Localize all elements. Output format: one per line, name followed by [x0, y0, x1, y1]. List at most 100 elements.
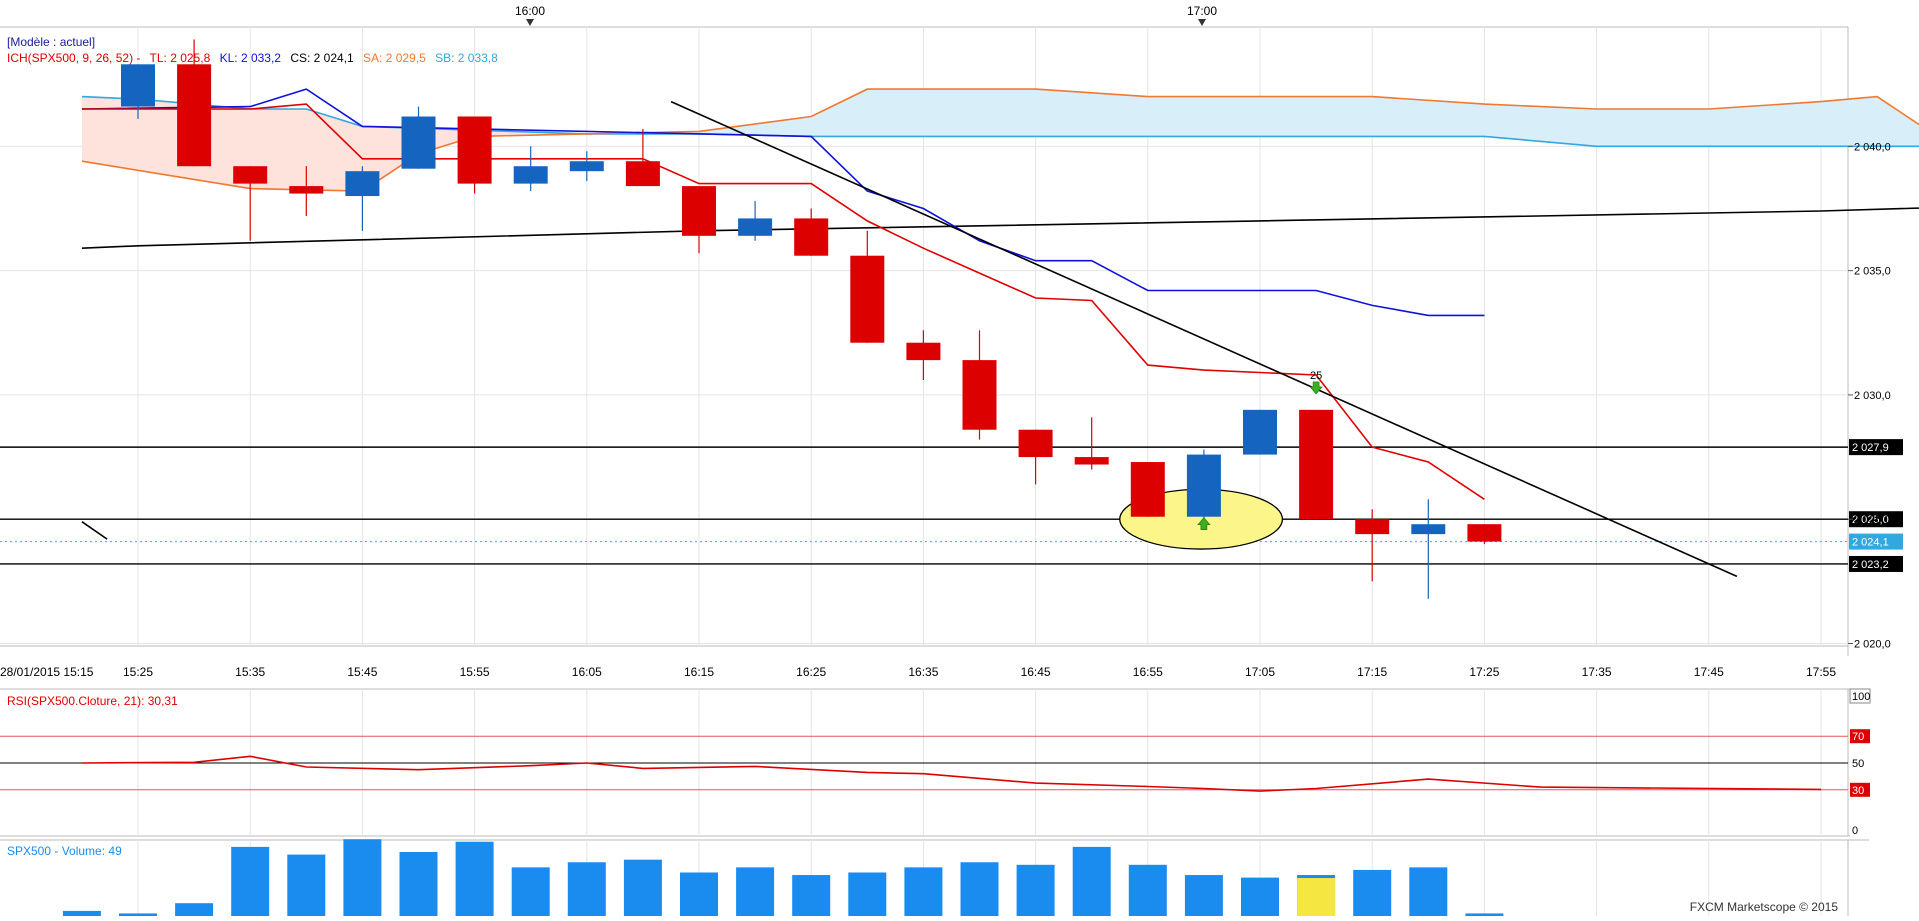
volume-bar[interactable]: [904, 867, 943, 916]
candle-body[interactable]: [625, 161, 660, 187]
volume-bar[interactable]: [119, 913, 157, 916]
volume-bar[interactable]: [623, 859, 662, 916]
sb-value: SB: 2 033,8: [435, 51, 498, 65]
candle[interactable]: [962, 330, 997, 440]
candle[interactable]: [569, 151, 604, 182]
candle[interactable]: [457, 116, 492, 194]
volume-bar[interactable]: [1241, 877, 1279, 916]
rsi-axis-tag: [1850, 756, 1870, 770]
top-time-axis: 16:00 17:00: [515, 4, 1217, 26]
candle[interactable]: [177, 39, 212, 167]
time-tick-label: 17:15: [1357, 665, 1387, 679]
candle-body[interactable]: [1299, 409, 1334, 520]
volume-bar[interactable]: [792, 875, 831, 916]
candle-body[interactable]: [1074, 457, 1109, 465]
chikou-line: [81, 207, 1919, 249]
candle-body[interactable]: [850, 255, 885, 343]
volume-bar[interactable]: [1465, 913, 1504, 916]
candle-body[interactable]: [1467, 524, 1502, 542]
price-panel[interactable]: 2 027,92 025,02 023,22 024,1 25 2 040,02…: [0, 26, 1919, 679]
candle-body[interactable]: [457, 116, 492, 184]
price-tick-label: 2 020,0: [1854, 639, 1891, 651]
candle[interactable]: [1130, 462, 1165, 517]
candle[interactable]: [401, 106, 436, 169]
volume-bar[interactable]: [231, 846, 270, 916]
trend-line-stub: [81, 521, 108, 540]
candle[interactable]: [1243, 409, 1277, 455]
candle-body[interactable]: [177, 64, 212, 167]
time-tick-label: 16:05: [572, 665, 602, 679]
candle-body[interactable]: [1355, 519, 1390, 535]
volume-bar[interactable]: [848, 872, 887, 916]
candle[interactable]: [1411, 499, 1446, 599]
rsi-axis-tag: [1850, 782, 1870, 797]
candle-body[interactable]: [1243, 409, 1277, 455]
volume-bar[interactable]: [399, 852, 438, 916]
candle[interactable]: [625, 128, 660, 187]
candle-body[interactable]: [1018, 429, 1053, 458]
cloud-bullish: [584, 89, 1919, 147]
candle-body[interactable]: [682, 186, 716, 236]
price-tick-label: 2 040,0: [1854, 141, 1891, 153]
candle[interactable]: [233, 166, 268, 241]
candle[interactable]: [1074, 417, 1109, 470]
candle-body[interactable]: [962, 360, 997, 430]
volume-bar[interactable]: [1016, 864, 1055, 916]
volume-bar[interactable]: [62, 910, 101, 916]
candle-body[interactable]: [1186, 454, 1221, 517]
candle[interactable]: [1186, 449, 1221, 530]
candle[interactable]: [289, 166, 324, 216]
candle[interactable]: [850, 230, 885, 343]
candle[interactable]: [906, 330, 941, 381]
candle[interactable]: [1299, 409, 1334, 520]
rsi-panel[interactable]: 100 70 50 30 0 RSI(SPX500.Cloture, 21): 30,3…: [0, 688, 1919, 837]
candle-body[interactable]: [569, 161, 604, 172]
candles[interactable]: [121, 39, 1502, 599]
volume-bar[interactable]: [736, 867, 775, 916]
volume-bar[interactable]: [680, 872, 718, 916]
candle-body[interactable]: [233, 166, 268, 184]
candle-body[interactable]: [401, 116, 436, 169]
volume-panel[interactable]: SPX500 - Volume: 49 FXCM Marketscope © 2…: [0, 839, 1919, 916]
candle[interactable]: [1355, 509, 1390, 582]
arrow-down-icon: [1309, 381, 1323, 395]
candle[interactable]: [794, 208, 829, 256]
volume-bar[interactable]: [1409, 867, 1448, 916]
candle-body[interactable]: [513, 166, 548, 184]
candle[interactable]: [1018, 429, 1053, 485]
volume-bar[interactable]: [287, 854, 326, 916]
sa-value: SA: 2 029,5: [363, 51, 426, 65]
candle-body[interactable]: [289, 186, 324, 194]
volume-bar-highlight: [1297, 878, 1336, 916]
candle-body[interactable]: [345, 171, 380, 197]
volume-bar[interactable]: [960, 862, 999, 916]
volume-bar[interactable]: [1128, 864, 1167, 916]
volume-bar[interactable]: [343, 839, 382, 916]
candle[interactable]: [1467, 524, 1502, 545]
level-price-label: 2 025,0: [1852, 514, 1889, 526]
time-tick-label: 15:55: [460, 665, 490, 679]
level-price-tag: [1849, 555, 1903, 572]
candle-body[interactable]: [906, 342, 941, 361]
candle-body[interactable]: [121, 64, 155, 107]
volume-bar[interactable]: [1353, 869, 1392, 916]
volume-bar[interactable]: [567, 862, 606, 916]
volume-bar[interactable]: [1072, 846, 1111, 916]
volume-bar[interactable]: [455, 841, 494, 916]
candle[interactable]: [345, 166, 380, 231]
candle-body[interactable]: [1130, 462, 1165, 517]
volume-bar[interactable]: [175, 903, 214, 916]
volume-bars[interactable]: [62, 839, 1504, 916]
candle[interactable]: [513, 146, 548, 192]
current-price-tag: [1849, 533, 1903, 550]
candle[interactable]: [121, 64, 155, 119]
volume-bar[interactable]: [511, 867, 550, 916]
candle-body[interactable]: [738, 218, 773, 236]
volume-bar[interactable]: [1184, 875, 1223, 916]
candle-body[interactable]: [1411, 524, 1446, 535]
candle[interactable]: [682, 186, 716, 254]
candle[interactable]: [738, 201, 773, 241]
candle-body[interactable]: [794, 218, 829, 256]
price-tick-label: 2 025,0: [1854, 514, 1891, 526]
